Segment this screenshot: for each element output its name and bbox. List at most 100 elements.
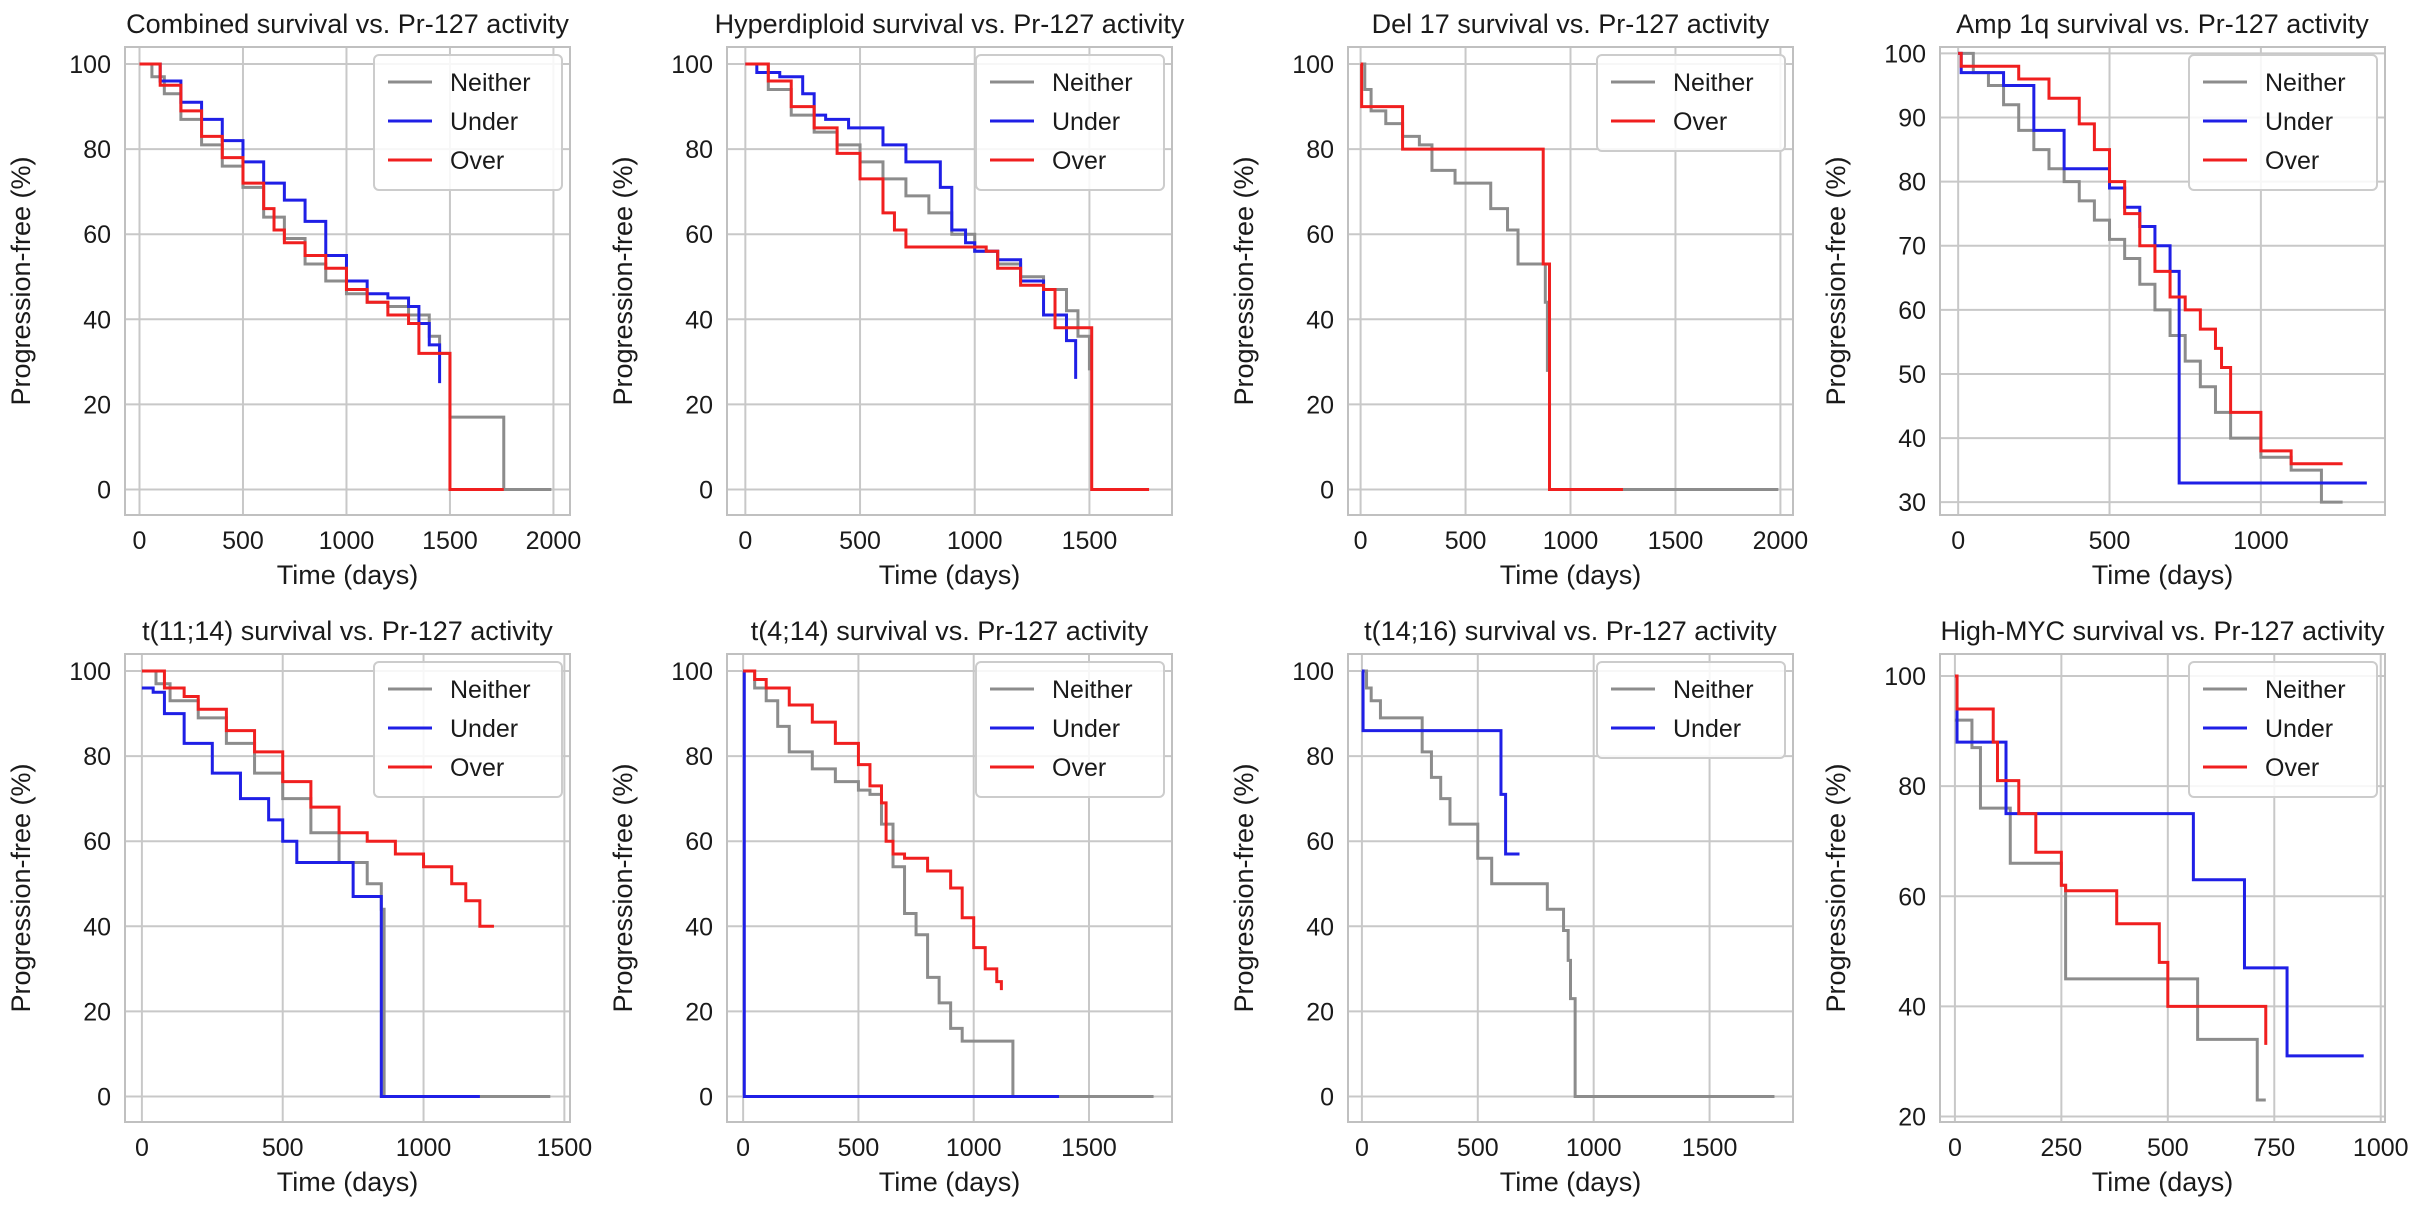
- x-axis-label: Time (days): [2092, 560, 2234, 590]
- legend-label: Over: [1052, 754, 1106, 782]
- x-tick-label: 500: [2089, 527, 2131, 555]
- y-tick-label: 0: [1320, 1083, 1334, 1111]
- plot-frame: [1347, 653, 1794, 1123]
- y-tick-label: 80: [1898, 773, 1926, 801]
- series-line-neither: [1361, 669, 1775, 1098]
- x-tick-label: 500: [262, 1134, 304, 1162]
- x-tick-label: 0: [736, 1134, 750, 1162]
- y-tick-label: 100: [671, 658, 713, 686]
- y-tick-label: 20: [685, 998, 713, 1026]
- legend: Neither Under Over: [2188, 54, 2378, 191]
- x-axis-label: Time (days): [277, 1167, 419, 1197]
- series-line-over: [141, 669, 494, 928]
- y-tick-label: 100: [1884, 663, 1926, 691]
- x-tick-label: 2000: [1753, 527, 1809, 555]
- subplot-5: 0 500 1000 1500 0 20 40 60 80 100 t(4;14) survival…: [608, 616, 1173, 1197]
- legend-box: [2188, 661, 2378, 798]
- legend-label: Neither: [450, 676, 531, 704]
- y-tick-label: 100: [1292, 51, 1334, 79]
- x-axis-label: Time (days): [1500, 1167, 1642, 1197]
- x-tick-label: 0: [1951, 527, 1965, 555]
- y-tick-label: 60: [1898, 297, 1926, 325]
- subplot-2: 0 500 1000 1500 2000 0 20 40 60 80 100 Del 17 survi…: [1229, 9, 1808, 590]
- x-tick-label: 500: [1457, 1134, 1499, 1162]
- y-axis-label: Progression-free (%): [608, 763, 638, 1012]
- chart-title: t(14;16) survival vs. Pr-127 activity: [1364, 616, 1777, 646]
- y-tick-label: 80: [1306, 136, 1334, 164]
- legend-box: [975, 661, 1165, 798]
- legend-label: Neither: [1052, 676, 1133, 704]
- y-tick-label: 20: [1898, 1103, 1926, 1131]
- legend-label: Neither: [2265, 69, 2346, 97]
- plot-frame: [124, 46, 571, 516]
- legend: Neither Under Over: [975, 54, 1165, 191]
- y-tick-label: 80: [685, 743, 713, 771]
- x-tick-label: 0: [738, 527, 752, 555]
- y-axis-label: Progression-free (%): [6, 156, 36, 405]
- series-line-neither: [1958, 51, 2343, 504]
- y-axis-label: Progression-free (%): [1229, 156, 1259, 405]
- legend-label: Under: [1673, 715, 1741, 743]
- plot-frame: [124, 653, 571, 1123]
- x-tick-label: 1000: [946, 1134, 1002, 1162]
- y-tick-label: 60: [83, 221, 111, 249]
- x-tick-label: 1500: [1061, 1134, 1117, 1162]
- legend-label: Under: [450, 108, 518, 136]
- x-tick-label: 750: [2253, 1134, 2295, 1162]
- y-tick-label: 70: [1898, 233, 1926, 261]
- y-tick-label: 60: [685, 828, 713, 856]
- legend: Neither Under Over: [373, 54, 563, 191]
- legend-label: Over: [450, 754, 504, 782]
- x-tick-label: 1000: [2353, 1134, 2409, 1162]
- y-tick-label: 100: [671, 51, 713, 79]
- y-tick-label: 100: [1884, 40, 1926, 68]
- y-tick-label: 0: [97, 476, 111, 504]
- x-tick-label: 1000: [1566, 1134, 1622, 1162]
- y-tick-label: 30: [1898, 489, 1926, 517]
- y-tick-label: 20: [83, 391, 111, 419]
- plot-frame: [1347, 46, 1794, 516]
- legend-box: [2188, 54, 2378, 191]
- plot-frame: [1939, 46, 2386, 516]
- y-tick-label: 60: [83, 828, 111, 856]
- x-tick-label: 1500: [1062, 527, 1118, 555]
- legend-box: [975, 54, 1165, 191]
- legend-label: Under: [450, 715, 518, 743]
- y-tick-label: 40: [1898, 993, 1926, 1021]
- legend-label: Neither: [1052, 69, 1133, 97]
- series-line-over: [745, 62, 1150, 491]
- chart-title: High-MYC survival vs. Pr-127 activity: [1940, 616, 2385, 646]
- y-tick-label: 40: [685, 913, 713, 941]
- y-tick-label: 60: [1306, 221, 1334, 249]
- subplot-7: 0 250 500 750 1000 20 40 60 80 100 High-MYC surviv…: [1821, 616, 2409, 1197]
- y-tick-label: 40: [1898, 425, 1926, 453]
- legend-label: Over: [1673, 108, 1727, 136]
- x-tick-label: 1000: [319, 527, 375, 555]
- x-tick-label: 1000: [947, 527, 1003, 555]
- y-tick-label: 40: [83, 913, 111, 941]
- x-tick-label: 0: [133, 527, 147, 555]
- y-tick-label: 100: [69, 658, 111, 686]
- y-tick-label: 20: [685, 391, 713, 419]
- chart-title: Amp 1q survival vs. Pr-127 activity: [1956, 9, 2369, 39]
- y-axis-label: Progression-free (%): [6, 763, 36, 1012]
- legend-label: Over: [1052, 147, 1106, 175]
- x-tick-label: 0: [1355, 1134, 1369, 1162]
- y-tick-label: 100: [1292, 658, 1334, 686]
- chart-title: Combined survival vs. Pr-127 activity: [126, 9, 569, 39]
- plot-frame: [1939, 653, 2386, 1123]
- y-tick-label: 40: [685, 306, 713, 334]
- y-tick-label: 100: [69, 51, 111, 79]
- legend-label: Under: [1052, 715, 1120, 743]
- x-tick-label: 1000: [396, 1134, 452, 1162]
- x-tick-label: 1500: [422, 527, 478, 555]
- series-line-under: [1361, 669, 1520, 856]
- x-tick-label: 0: [1354, 527, 1368, 555]
- x-tick-label: 1000: [2233, 527, 2289, 555]
- legend: Neither Under Over: [2188, 661, 2378, 798]
- chart-title: t(4;14) survival vs. Pr-127 activity: [751, 616, 1149, 646]
- subplot-0: 0 500 1000 1500 2000 0 20 40 60 80 100 Combined sur…: [6, 9, 581, 590]
- series-line-under: [1954, 674, 2364, 1058]
- x-tick-label: 1500: [537, 1134, 593, 1162]
